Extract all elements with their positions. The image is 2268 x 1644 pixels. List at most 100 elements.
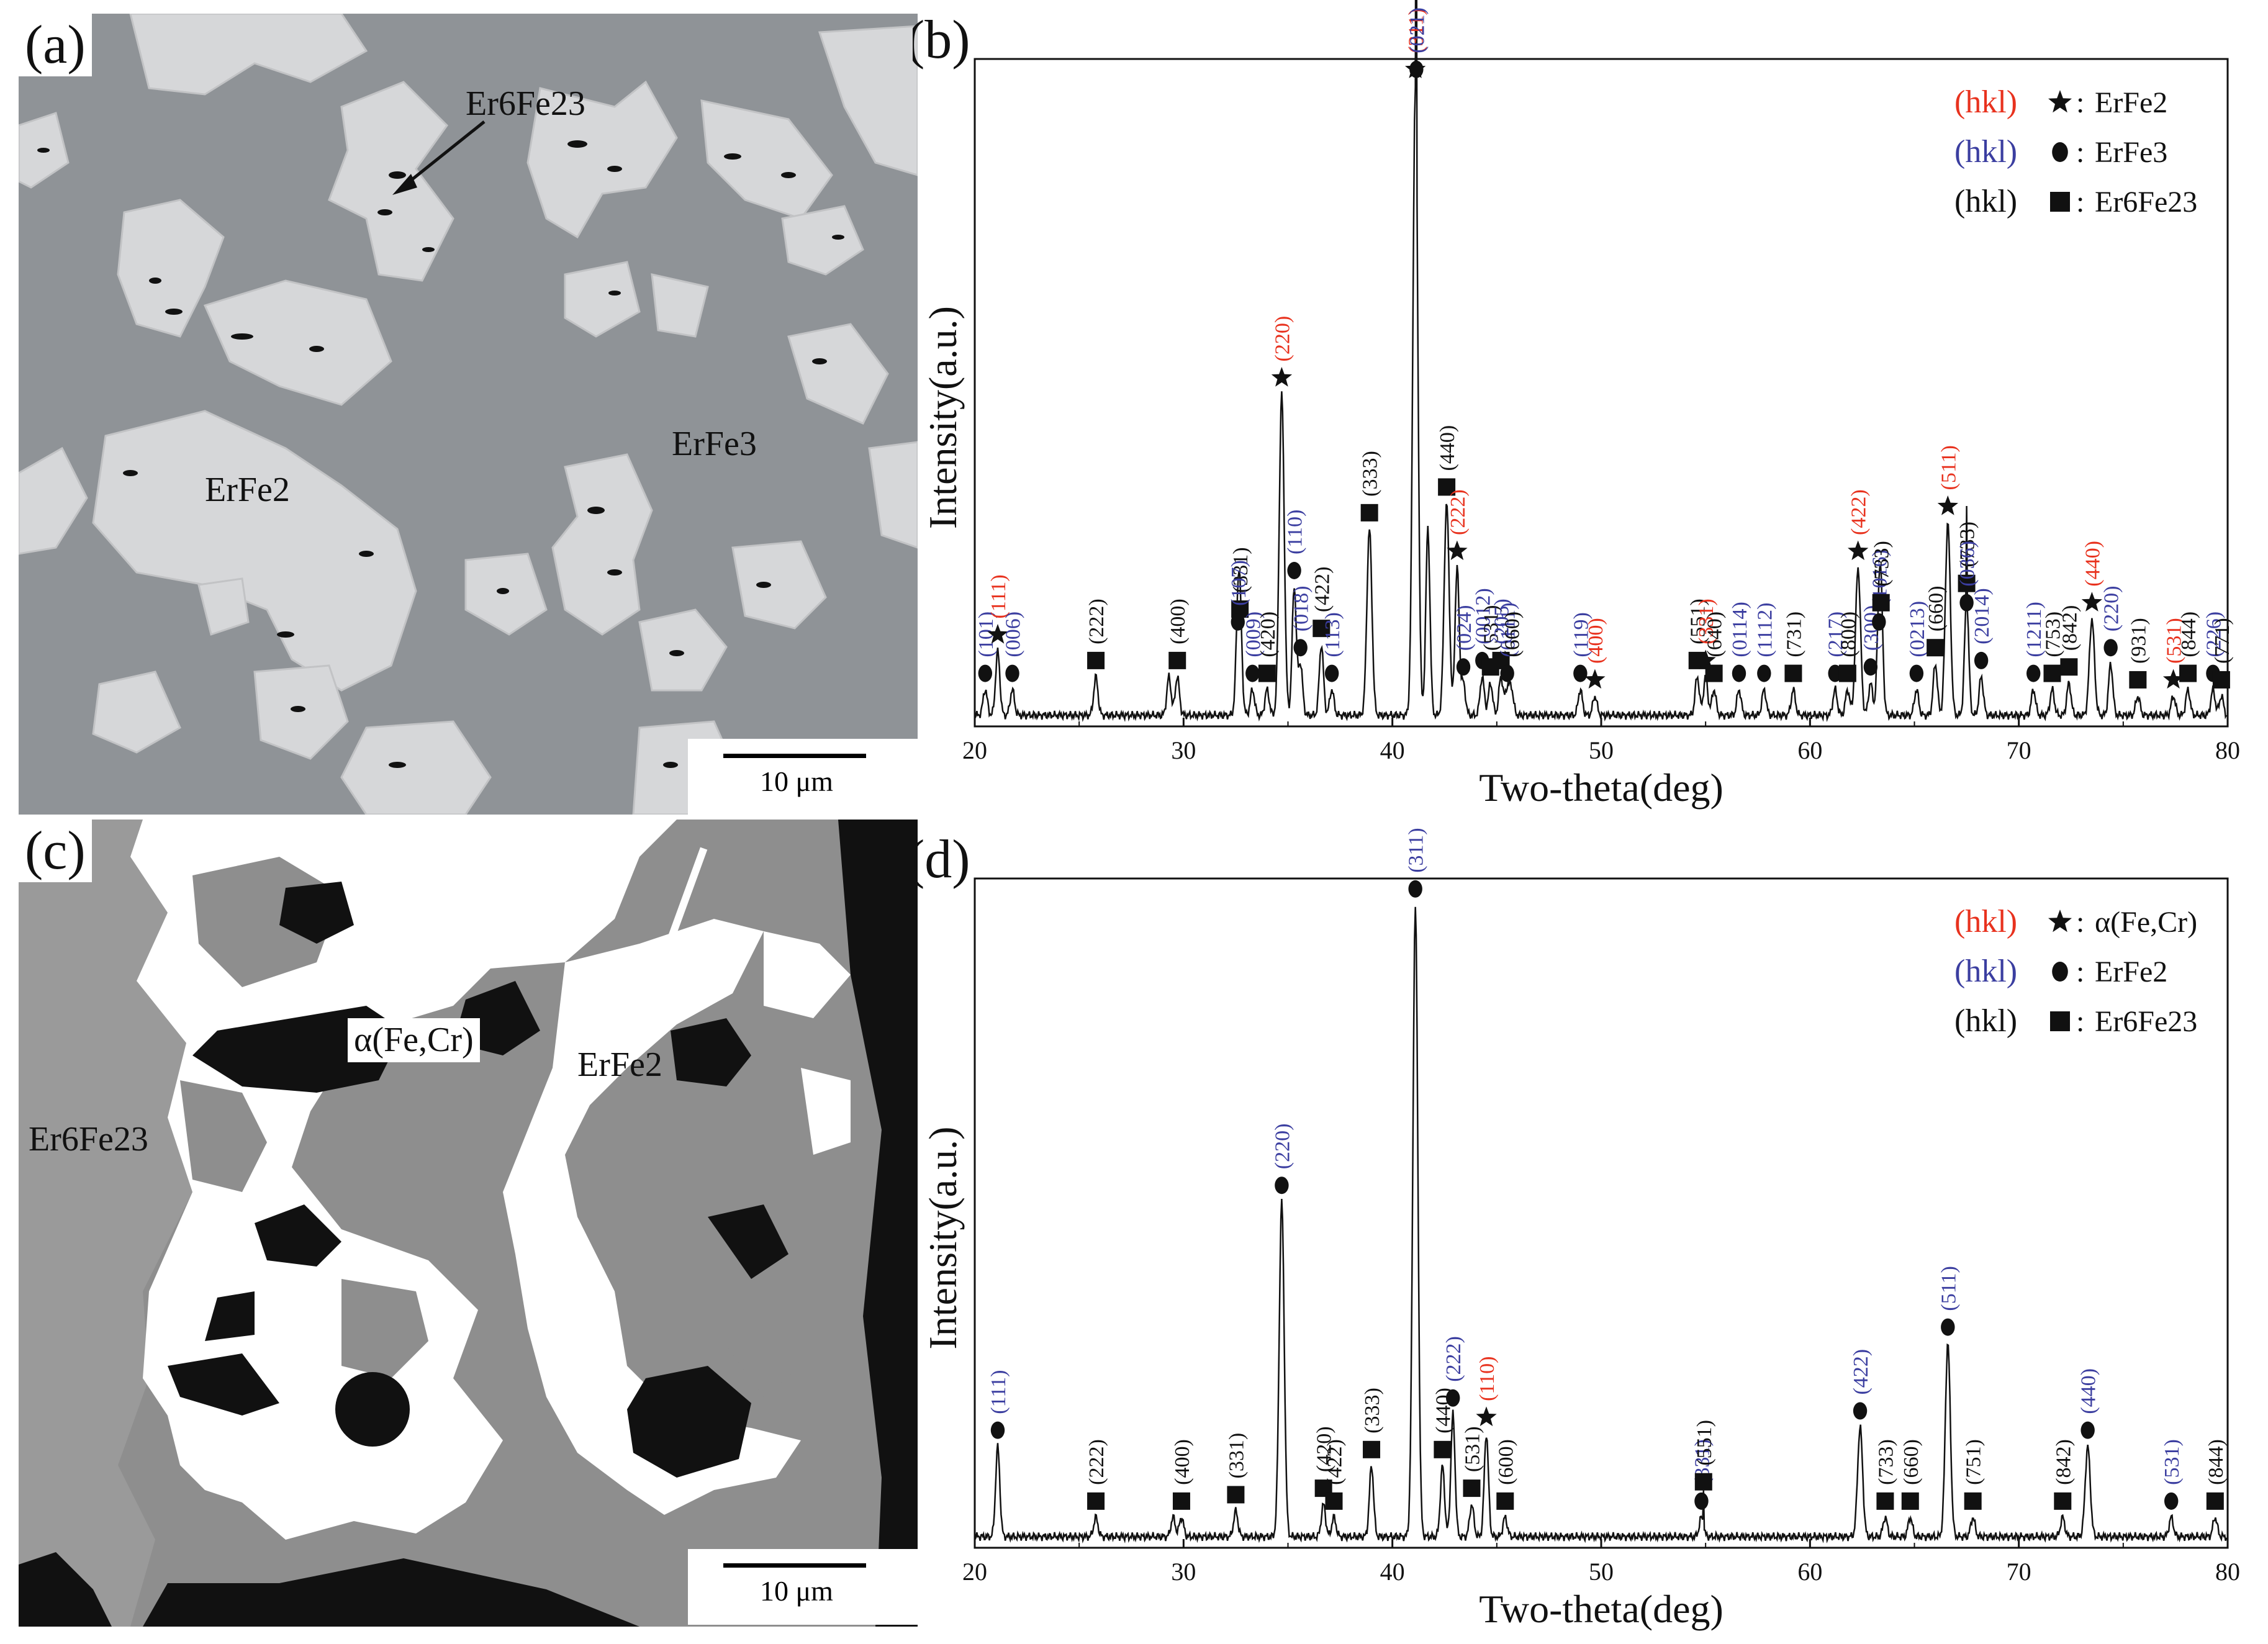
peak-marker-circle <box>2103 639 2118 657</box>
peak-hkl-label: (333) <box>1359 451 1382 497</box>
peak-marker-square <box>1172 1492 1190 1510</box>
peak-hkl-label: (771) <box>2211 618 2234 664</box>
peak-marker-square <box>1694 1473 1712 1491</box>
peak-marker-square <box>1325 1492 1343 1510</box>
peak-hkl-label: (842) <box>2058 605 2081 651</box>
panel-label-c: (c) <box>19 820 92 883</box>
peak-marker-square <box>1258 664 1276 682</box>
peak-marker-circle <box>1409 60 1424 78</box>
label-alpha-fe-cr: α(Fe,Cr) <box>348 1018 480 1063</box>
xrd-panel-b: (b) 20 30 40 50 60 70 80 Two-theta(deg) Intensity… <box>906 0 2268 820</box>
xrd-chart-b: (b) 20 30 40 50 60 70 80 Two-theta(deg) Intensity… <box>906 0 2240 810</box>
x-tick-label: 70 <box>2007 1558 2031 1586</box>
peak-marker-square <box>2206 1492 2224 1510</box>
peak-hkl-label: (400) <box>1171 1439 1194 1485</box>
peak-marker-circle <box>1694 1492 1709 1510</box>
peak-marker-star <box>2162 669 2184 689</box>
peak-marker-circle <box>1757 664 1771 682</box>
peak-marker-circle <box>1245 664 1260 682</box>
xrd-spectrum-line <box>974 906 2228 1543</box>
legend-marker-circle <box>2052 962 2068 982</box>
x-tick-label: 20 <box>962 736 987 764</box>
legend-colon: : <box>2076 906 2084 939</box>
peak-marker-circle <box>1959 594 1974 612</box>
peak-hkl-label: (220) <box>1271 1124 1294 1170</box>
peak-marker-square <box>1360 504 1378 522</box>
peak-hkl-label: (531) <box>1480 605 1503 651</box>
peak-marker-square <box>2179 664 2197 682</box>
arrow-line <box>402 120 486 187</box>
peak-marker-star <box>1695 649 1716 670</box>
peak-hkl-label: (551) <box>1687 598 1710 644</box>
label-er6fe23-a: Er6Fe23 <box>466 84 585 123</box>
x-tick-label: 30 <box>1171 736 1196 764</box>
peak-marker-square <box>1838 664 1856 682</box>
peak-hkl-label: (600) <box>1494 1439 1517 1485</box>
peak-hkl-label: (036) <box>1956 541 1979 587</box>
legend-marker-square <box>2050 192 2070 212</box>
micrograph-c <box>19 820 918 1627</box>
peak-hkl-label: (311) <box>1405 828 1428 872</box>
peak-hkl-label: (222) <box>1085 1439 1108 1485</box>
peak-hkl-label: (733) <box>1871 541 1894 587</box>
peak-hkl-label: (422) <box>1311 566 1334 612</box>
x-tick-label: 80 <box>2215 736 2240 764</box>
x-tick-label: 50 <box>1589 736 1614 764</box>
peak-marker-square <box>1872 594 1890 612</box>
scale-bar-c <box>688 1549 918 1625</box>
peak-hkl-label: (205) <box>1491 598 1514 644</box>
legend-hkl-0: (hkl) <box>1954 84 2017 120</box>
scale-bar-text-a: 10 μm <box>760 766 833 797</box>
peak-hkl-label: (220) <box>2100 586 2123 632</box>
peak-hkl-label: (420) <box>1257 612 1280 657</box>
panel-label-b: (b) <box>913 10 970 70</box>
panel-label-a: (a) <box>19 14 92 77</box>
peak-hkl-label: (333) <box>1361 1388 1384 1434</box>
legend-phase-1: ErFe3 <box>2095 136 2167 169</box>
peak-marker-circle <box>1828 664 1842 682</box>
x-tick-label: 50 <box>1589 1558 1614 1586</box>
peak-marker-star <box>1937 495 1958 515</box>
peak-marker-circle <box>1275 1177 1289 1195</box>
peak-hkl-label: (660) <box>1900 1439 1923 1485</box>
legend-marker-circle <box>2052 142 2068 162</box>
peak-marker-star <box>1584 669 1606 689</box>
peak-marker-square <box>1438 478 1456 496</box>
peak-hkl-label: (440) <box>1436 425 1459 471</box>
peak-marker-circle <box>1408 880 1422 898</box>
peak-hkl-label: (640) <box>1704 612 1727 657</box>
peak-hkl-label: (511) <box>1937 445 1960 490</box>
peak-marker-circle <box>2026 664 2041 682</box>
peak-hkl-label: (800) <box>1837 612 1860 657</box>
peak-marker-star <box>2081 592 2102 612</box>
peak-hkl-label: (422) <box>1850 1349 1873 1395</box>
peak-marker-star <box>1848 540 1869 561</box>
peak-hkl-label: (440) <box>2077 1368 2100 1414</box>
x-axis-label: Two-theta(deg) <box>1479 766 1724 810</box>
peak-marker-square <box>1363 1440 1381 1458</box>
arrow-head <box>392 174 417 195</box>
peak-hkl-label: (021) <box>1406 7 1429 53</box>
peak-hkl-label: (018) <box>1290 586 1313 632</box>
peak-hkl-label: (222) <box>1085 598 1108 644</box>
peak-hkl-label: (110) <box>1284 510 1307 554</box>
peak-hkl-label: (422) <box>1848 489 1871 535</box>
peak-marker-circle <box>1500 664 1514 682</box>
legend-phase-2: Er6Fe23 <box>2095 186 2197 219</box>
micrograph-c-phases <box>19 820 918 1627</box>
peak-marker-star <box>1476 1406 1497 1427</box>
peak-marker-circle <box>1909 664 1924 682</box>
legend-hkl-1: (hkl) <box>1954 954 2017 989</box>
x-tick-label: 20 <box>962 1558 987 1586</box>
peak-hkl-label: (511) <box>1937 1266 1960 1311</box>
peak-marker-circle <box>1287 562 1301 579</box>
legend-phase-0: α(Fe,Cr) <box>2095 906 2197 939</box>
legend-colon: : <box>2076 136 2084 169</box>
peak-marker-square <box>1087 1492 1105 1510</box>
legend-colon: : <box>2076 86 2084 119</box>
peak-marker-circle <box>1853 1402 1868 1420</box>
peak-hkl-label: (400) <box>1584 618 1607 664</box>
peak-marker-circle <box>1324 664 1339 682</box>
peak-hkl-label: (420) <box>1313 1426 1336 1472</box>
